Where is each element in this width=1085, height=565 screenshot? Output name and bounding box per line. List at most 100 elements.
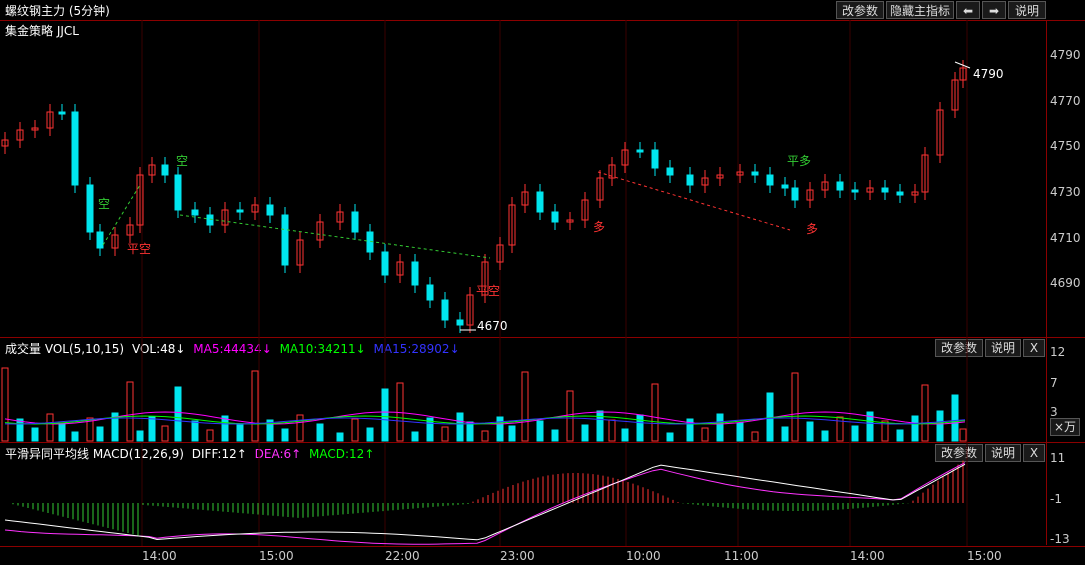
right-arrow-icon[interactable]: ➡: [982, 1, 1006, 19]
signal-close-long: 平多: [787, 154, 812, 168]
macd-close-button[interactable]: X: [1023, 444, 1045, 462]
volume-bar: [396, 382, 404, 442]
signal-long: 多: [593, 220, 606, 234]
volume-help-button[interactable]: 说明: [985, 339, 1021, 357]
volume-unit-button[interactable]: ×万: [1050, 418, 1080, 436]
volume-bar: [866, 411, 874, 442]
volume-bar: [366, 427, 374, 442]
volume-bar: [411, 431, 419, 442]
candle-body: [959, 67, 967, 81]
macd-help-button[interactable]: 说明: [985, 444, 1021, 462]
candle-body: [608, 164, 616, 179]
candle-body: [251, 204, 259, 213]
ma-line: [4, 415, 966, 425]
candle-body: [936, 109, 944, 156]
time-label: 15:00: [967, 549, 1002, 563]
time-label: 14:00: [850, 549, 885, 563]
volume-bar: [751, 431, 759, 442]
volume-bar: [621, 428, 629, 442]
volume-bar: [536, 420, 544, 442]
candle-body: [396, 261, 404, 276]
candle-body: [191, 209, 199, 216]
volume-bar: [86, 417, 94, 442]
candle-body: [46, 111, 54, 129]
volume-bar: [58, 422, 66, 442]
volume-bar: [96, 426, 104, 442]
candle-body: [206, 214, 214, 226]
left-arrow-icon[interactable]: ⬅: [956, 1, 980, 19]
candle-body: [174, 174, 182, 211]
hide-main-indicator-button[interactable]: 隐藏主指标: [886, 1, 954, 19]
volume-bar: [251, 370, 259, 442]
volume-bar: [71, 431, 79, 442]
candle-body: [441, 299, 449, 321]
candle-body: [496, 244, 504, 263]
candle-body: [636, 149, 644, 153]
volume-edit-params-button[interactable]: 改参数: [935, 339, 983, 357]
candle-body: [466, 294, 474, 326]
volume-bar: [736, 422, 744, 442]
price-tick: 4690: [1050, 276, 1081, 290]
candle-body: [316, 221, 324, 241]
candle-body: [136, 174, 144, 226]
volume-value: VOL:48↓: [131, 342, 186, 356]
macd-divider: [0, 442, 1085, 443]
candle-body: [86, 184, 94, 233]
candle-body: [296, 239, 304, 266]
volume-bar: [766, 392, 774, 442]
candle-body: [521, 191, 529, 206]
candle-body: [701, 177, 709, 186]
time-label: 14:00: [142, 549, 177, 563]
volume-bar: [566, 390, 574, 442]
signal-close-short: 平空: [476, 284, 501, 298]
candle-body: [266, 204, 274, 216]
candle-body: [161, 164, 169, 176]
volume-close-button[interactable]: X: [1023, 339, 1045, 357]
header-divider: [0, 20, 1085, 21]
candle-body: [381, 251, 389, 276]
candle-body: [281, 214, 289, 266]
volume-bar: [936, 410, 944, 442]
candle-body: [716, 174, 724, 179]
price-tick: 4750: [1050, 139, 1081, 153]
candle-body: [221, 209, 229, 226]
volume-bar: [881, 420, 889, 442]
volume-bar: [551, 429, 559, 442]
volume-bar: [174, 386, 182, 442]
volume-indicator-name: 成交量 VOL(5,10,15): [5, 342, 125, 356]
price-tick: 4790: [1050, 48, 1081, 62]
ma15-value: MA15:28902↓: [373, 342, 460, 356]
candle-body: [851, 189, 859, 193]
candle-body: [881, 187, 889, 193]
candle-body: [866, 187, 874, 193]
volume-bar: [336, 432, 344, 442]
volume-bar: [148, 416, 156, 442]
volume-bar: [911, 415, 919, 442]
volume-bar: [456, 412, 464, 442]
candle-body: [96, 231, 104, 249]
candle-body: [411, 261, 419, 286]
candle-body: [621, 149, 629, 166]
candle-body: [581, 199, 589, 221]
macd-edit-params-button[interactable]: 改参数: [935, 444, 983, 462]
volume-bar: [136, 430, 144, 442]
volume-bar: [316, 423, 324, 442]
macd-tick: 11: [1050, 451, 1066, 465]
candle-body: [1, 139, 9, 147]
candle-body: [666, 167, 674, 176]
volume-bar: [791, 372, 799, 442]
axis-separator: [1046, 20, 1047, 545]
edit-params-button[interactable]: 改参数: [836, 1, 884, 19]
candle-body: [791, 187, 799, 201]
macd-indicator-name: 平滑异同平均线 MACD(12,26,9): [5, 447, 184, 461]
help-button[interactable]: 说明: [1008, 1, 1046, 19]
candle-body: [751, 171, 759, 176]
high-price-label: 4790: [973, 67, 1004, 81]
volume-bar: [16, 418, 24, 442]
volume-bar: [381, 388, 389, 442]
volume-bar: [161, 425, 169, 442]
volume-bar: [701, 427, 709, 442]
candle-body: [508, 204, 516, 246]
volume-bar: [236, 424, 244, 442]
